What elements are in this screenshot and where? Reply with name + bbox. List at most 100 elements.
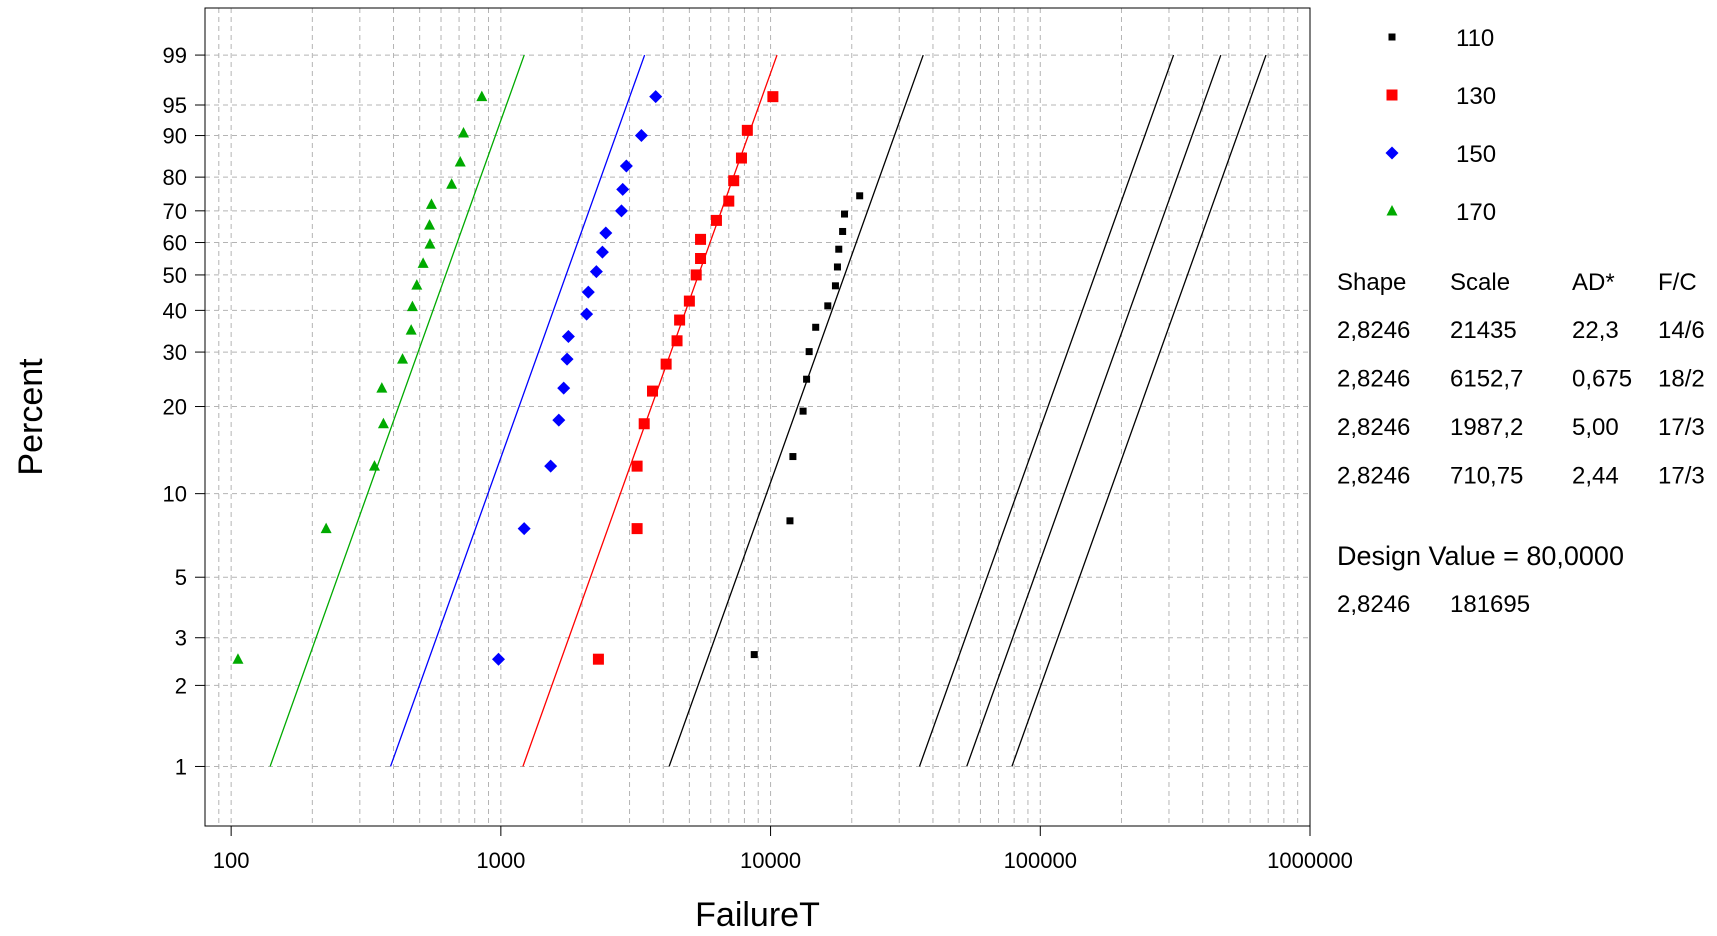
y-axis-title: Percent bbox=[12, 358, 50, 476]
x-tick-label: 10000 bbox=[740, 848, 801, 873]
table-cell: 2,44 bbox=[1572, 463, 1619, 490]
table-header-cell: F/C bbox=[1658, 269, 1697, 296]
data-point-170 bbox=[411, 279, 423, 290]
data-point-170 bbox=[320, 522, 332, 534]
fit-line bbox=[1011, 54, 1267, 767]
data-point-130 bbox=[647, 385, 659, 397]
data-point-130 bbox=[690, 269, 702, 281]
data-point-150 bbox=[517, 522, 531, 536]
y-tick-label: 5 bbox=[175, 565, 187, 590]
design-row-cell: 181695 bbox=[1450, 591, 1530, 618]
data-point-170 bbox=[397, 353, 409, 364]
y-tick-label: 80 bbox=[163, 165, 187, 190]
y-tick-label: 40 bbox=[163, 298, 187, 323]
legend-marker-130 bbox=[1386, 89, 1398, 101]
data-point-150 bbox=[581, 285, 595, 299]
x-tick-label: 100000 bbox=[1004, 848, 1077, 873]
data-point-150 bbox=[595, 245, 609, 259]
tick-labels-layer: 1 2 3 5 10 20 30 40 50 60 70 80 90 95 99 100 1000 10000 10… bbox=[163, 43, 1353, 873]
data-point-150 bbox=[557, 381, 571, 395]
data-point-130 bbox=[638, 418, 650, 430]
table-cell: 22,3 bbox=[1572, 317, 1619, 344]
stats-table: Shape Scale AD* F/C 2,8246 21435 22,3 14/6 2,824… bbox=[1337, 269, 1705, 490]
data-point-110 bbox=[833, 263, 841, 271]
data-point-150 bbox=[614, 204, 628, 218]
data-point-170 bbox=[424, 238, 436, 249]
data-point-170 bbox=[406, 300, 418, 312]
data-point-110 bbox=[786, 517, 794, 525]
design-value-row: 2,8246 181695 bbox=[1337, 591, 1530, 618]
plot-frame bbox=[204, 7, 1311, 827]
table-cell: 710,75 bbox=[1450, 463, 1523, 490]
data-point-170 bbox=[376, 382, 388, 393]
data-point-170 bbox=[458, 126, 470, 138]
table-cell: 2,8246 bbox=[1337, 366, 1410, 393]
data-point-110 bbox=[789, 453, 797, 461]
data-point-130 bbox=[671, 335, 683, 347]
data-point-150 bbox=[649, 90, 663, 104]
data-point-130 bbox=[735, 152, 747, 164]
data-point-130 bbox=[723, 195, 735, 207]
data-point-150 bbox=[544, 459, 558, 473]
data-point-130 bbox=[631, 460, 643, 472]
data-point-110 bbox=[856, 192, 864, 200]
data-point-170 bbox=[232, 653, 244, 664]
x-tick-label: 1000 bbox=[476, 848, 525, 873]
y-tick-label: 10 bbox=[163, 482, 187, 507]
data-point-130 bbox=[660, 358, 672, 370]
fit-lines-layer bbox=[269, 54, 1267, 767]
fit-line bbox=[966, 54, 1222, 767]
data-point-110 bbox=[799, 407, 807, 415]
data-point-110 bbox=[750, 651, 758, 659]
fit-line bbox=[918, 54, 1175, 767]
points-layer bbox=[232, 90, 864, 666]
table-header-cell: AD* bbox=[1572, 269, 1615, 296]
y-tick-label: 70 bbox=[163, 199, 187, 224]
data-point-110 bbox=[803, 375, 811, 383]
data-point-110 bbox=[839, 227, 847, 235]
table-cell: 6152,7 bbox=[1450, 366, 1523, 393]
table-cell: 5,00 bbox=[1572, 414, 1619, 441]
data-point-170 bbox=[368, 460, 380, 471]
legend-marker-110 bbox=[1388, 33, 1396, 41]
y-tick-label: 1 bbox=[175, 754, 187, 779]
x-axis-title: FailureT bbox=[695, 896, 820, 934]
data-point-130 bbox=[767, 91, 779, 103]
data-point-150 bbox=[580, 307, 594, 321]
data-point-130 bbox=[683, 295, 695, 307]
table-cell: 0,675 bbox=[1572, 366, 1632, 393]
data-point-130 bbox=[710, 214, 722, 226]
y-tick-label: 30 bbox=[163, 340, 187, 365]
y-tick-label: 50 bbox=[163, 263, 187, 288]
data-point-170 bbox=[425, 198, 437, 209]
legend-label: 170 bbox=[1456, 199, 1496, 226]
table-cell: 18/2 bbox=[1658, 366, 1705, 393]
table-cell: 17/3 bbox=[1658, 414, 1705, 441]
data-point-150 bbox=[491, 652, 505, 666]
data-point-130 bbox=[695, 233, 707, 245]
legend-marker-170 bbox=[1386, 205, 1398, 216]
table-cell: 1987,2 bbox=[1450, 414, 1523, 441]
fit-line bbox=[269, 54, 525, 767]
legend-label: 110 bbox=[1456, 25, 1494, 52]
fit-line bbox=[522, 54, 778, 767]
data-point-130 bbox=[741, 124, 753, 136]
data-point-150 bbox=[560, 352, 574, 366]
data-point-170 bbox=[424, 219, 436, 230]
table-header-cell: Shape bbox=[1337, 269, 1406, 296]
table-cell: 17/3 bbox=[1658, 463, 1705, 490]
y-tick-label: 60 bbox=[163, 231, 187, 256]
data-point-130 bbox=[695, 253, 707, 265]
design-value-label: Design Value = 80,0000 bbox=[1337, 541, 1624, 571]
data-point-110 bbox=[831, 282, 839, 290]
x-tick-label: 1000000 bbox=[1267, 848, 1353, 873]
data-point-110 bbox=[841, 210, 849, 218]
y-tick-label: 2 bbox=[175, 673, 187, 698]
y-tick-label: 3 bbox=[175, 626, 187, 651]
data-point-150 bbox=[616, 182, 630, 196]
table-cell: 2,8246 bbox=[1337, 463, 1410, 490]
legend-label: 130 bbox=[1456, 83, 1496, 110]
data-point-110 bbox=[812, 323, 820, 331]
